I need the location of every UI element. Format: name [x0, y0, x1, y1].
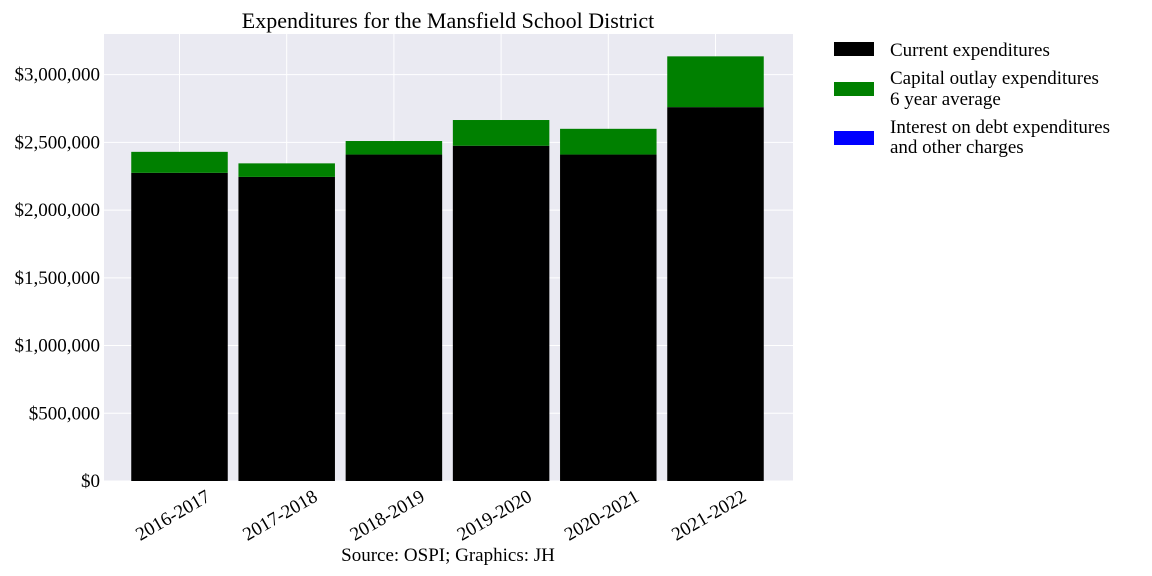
bar-current-2020-2021: [560, 154, 657, 481]
y-tick-label: $2,500,000: [15, 132, 101, 153]
x-tick-label: 2019-2020: [454, 486, 536, 545]
y-tick-label: $1,000,000: [15, 336, 101, 357]
legend-label: Interest on debt expenditures: [890, 117, 1110, 138]
x-tick-label: 2018-2019: [347, 486, 429, 545]
y-tick-label: $1,500,000: [15, 268, 101, 289]
bar-current-2021-2022: [667, 107, 764, 482]
y-axis-ticks: $0 $500,000 $1,000,000 $1,500,000 $2,000,000…: [15, 65, 101, 492]
x-axis-ticks: 2016-2017 2017-2018 2018-2019 2019-2020 2020…: [132, 486, 750, 545]
bar-capital-2021-2022: [667, 56, 764, 108]
x-tick-label: 2016-2017: [132, 486, 214, 545]
legend-label: Current expenditures: [890, 40, 1050, 61]
x-tick-label: 2020-2021: [561, 486, 643, 545]
bar-capital-2017-2018: [238, 163, 335, 177]
source-caption: Source: OSPI; Graphics: JH: [341, 545, 555, 566]
legend-swatch: [834, 131, 874, 145]
y-tick-label: $3,000,000: [15, 65, 101, 86]
legend-label: 6 year average: [890, 89, 1001, 110]
y-tick-label: $500,000: [29, 403, 100, 424]
bar-capital-2020-2021: [560, 128, 657, 155]
bars: [131, 56, 764, 482]
bar-capital-2016-2017: [131, 151, 228, 173]
y-tick-label: $2,000,000: [15, 200, 101, 221]
legend: Current expenditures Capital outlay expen…: [834, 40, 1110, 158]
legend-swatch: [834, 42, 874, 56]
bar-current-2019-2020: [452, 145, 550, 481]
chart-title: Expenditures for the Mansfield School Di…: [242, 8, 654, 33]
x-tick-label: 2021-2022: [668, 486, 750, 545]
bar-capital-2019-2020: [452, 120, 550, 146]
legend-swatch: [834, 82, 874, 96]
y-tick-label: $0: [81, 471, 100, 492]
bar-capital-2018-2019: [345, 141, 443, 155]
legend-label: and other charges: [890, 137, 1024, 158]
bar-current-2018-2019: [345, 154, 443, 481]
x-tick-label: 2017-2018: [239, 486, 321, 545]
legend-label: Capital outlay expenditures: [890, 68, 1099, 89]
bar-current-2017-2018: [238, 176, 335, 481]
bar-current-2016-2017: [131, 172, 228, 481]
